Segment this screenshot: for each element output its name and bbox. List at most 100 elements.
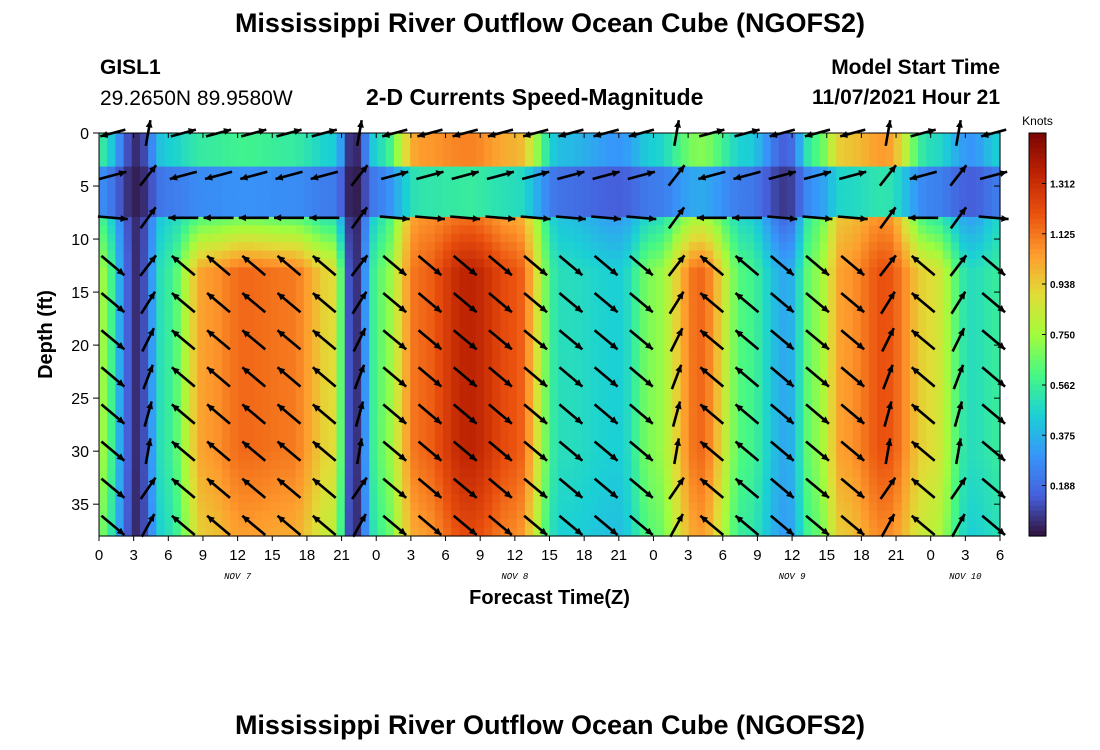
heatmap-cell <box>655 250 665 260</box>
heatmap-cell <box>402 460 411 470</box>
heatmap-cell <box>672 326 682 336</box>
heatmap-cell <box>885 275 895 285</box>
heatmap-cell <box>459 452 469 462</box>
heatmap-cell <box>459 309 469 319</box>
heatmap-cell <box>836 351 845 361</box>
heatmap-cell <box>909 418 919 428</box>
heatmap-cell <box>827 485 837 495</box>
heatmap-cell <box>647 174 657 184</box>
heatmap-cell <box>909 351 919 361</box>
heatmap-cell <box>410 200 420 210</box>
heatmap-cell <box>377 510 387 520</box>
heatmap-cell <box>443 216 452 226</box>
heatmap-cell <box>295 300 305 310</box>
heatmap-cell <box>451 200 460 210</box>
heatmap-cell <box>827 519 837 529</box>
heatmap-cell <box>778 426 788 436</box>
heatmap-cell <box>123 216 133 226</box>
heatmap-cell <box>148 258 157 268</box>
heatmap-cell <box>262 334 272 344</box>
heatmap-cell <box>827 376 837 386</box>
heatmap-cell <box>328 174 338 184</box>
heatmap-cell <box>483 510 493 520</box>
heatmap-cell <box>410 166 420 176</box>
heatmap-cell <box>688 149 698 159</box>
heatmap-cell <box>254 258 264 268</box>
heatmap-cell <box>434 326 444 336</box>
heatmap-cell <box>615 527 624 537</box>
heatmap-cell <box>156 502 166 512</box>
heatmap-cell <box>795 133 805 142</box>
heatmap-cell <box>238 133 248 142</box>
heatmap-cell <box>746 200 755 210</box>
heatmap-cell <box>320 401 329 411</box>
heatmap-cell <box>893 418 903 428</box>
heatmap-cell <box>287 426 297 436</box>
heatmap-cell <box>729 191 739 201</box>
heatmap-cell <box>197 200 207 210</box>
heatmap-cell <box>942 368 952 378</box>
heatmap-cell <box>549 351 559 361</box>
heatmap-cell <box>557 384 567 394</box>
heatmap-cell <box>737 494 747 504</box>
heatmap-cell <box>729 376 739 386</box>
heatmap-cell <box>582 133 592 142</box>
heatmap-cell <box>672 418 682 428</box>
heatmap-cell <box>762 191 772 201</box>
heatmap-cell <box>320 452 329 462</box>
heatmap-cell <box>131 284 141 294</box>
heatmap-cell <box>565 527 575 537</box>
heatmap-cell <box>123 401 133 411</box>
heatmap-cell <box>238 435 248 445</box>
heatmap-cell <box>918 351 927 361</box>
heatmap-cell <box>819 284 829 294</box>
heatmap-cell <box>361 158 370 168</box>
heatmap-cell <box>918 384 927 394</box>
heatmap-cell <box>631 519 641 529</box>
heatmap-cell <box>942 468 952 478</box>
heatmap-cell <box>762 401 772 411</box>
heatmap-cell <box>885 158 895 168</box>
heatmap-cell <box>230 368 239 378</box>
heatmap-cell <box>836 200 845 210</box>
heatmap-cell <box>303 519 313 529</box>
heatmap-cell <box>934 359 944 369</box>
heatmap-cell <box>926 309 936 319</box>
heatmap-cell <box>533 284 542 294</box>
heatmap-cell <box>623 267 633 277</box>
heatmap-cell <box>279 494 288 504</box>
heatmap-cell <box>844 485 854 495</box>
heatmap-cell <box>328 393 338 403</box>
heatmap-cell <box>385 191 395 201</box>
heatmap-cell <box>213 133 223 142</box>
heatmap-cell <box>393 275 403 285</box>
heatmap-cell <box>213 418 223 428</box>
heatmap-cell <box>139 292 149 302</box>
heatmap-cell <box>795 334 805 344</box>
heatmap-cell <box>377 418 387 428</box>
heatmap-cell <box>574 242 583 252</box>
heatmap-cell <box>631 393 641 403</box>
heatmap-cell <box>631 418 641 428</box>
heatmap-cell <box>328 133 338 142</box>
heatmap-cell <box>893 317 903 327</box>
heatmap-cell <box>221 242 231 252</box>
heatmap-cell <box>115 351 125 361</box>
heatmap-cell <box>238 426 248 436</box>
heatmap-cell <box>156 376 166 386</box>
heatmap-cell <box>770 342 780 352</box>
heatmap-cell <box>508 208 518 218</box>
heatmap-cell <box>410 284 420 294</box>
heatmap-cell <box>729 426 739 436</box>
heatmap-cell <box>287 191 297 201</box>
heatmap-cell <box>795 401 805 411</box>
heatmap-cell <box>533 502 542 512</box>
heatmap-cell <box>533 242 542 252</box>
heatmap-cell <box>311 485 321 495</box>
heatmap-cell <box>459 393 469 403</box>
heatmap-cell <box>909 275 919 285</box>
heatmap-cell <box>901 149 911 159</box>
heatmap-cell <box>647 460 657 470</box>
heatmap-cell <box>246 426 256 436</box>
heatmap-cell <box>500 443 510 453</box>
